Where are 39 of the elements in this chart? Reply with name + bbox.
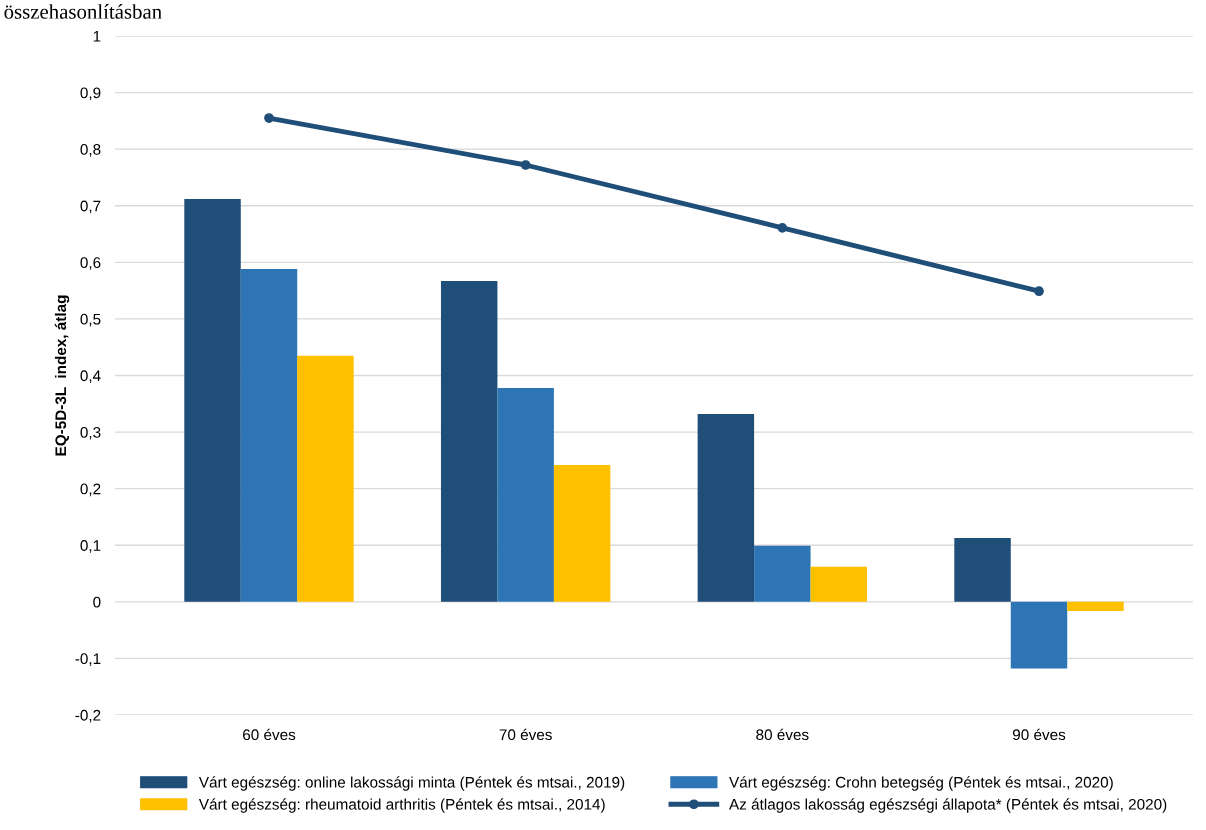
- point: [1034, 286, 1044, 297]
- y-tick-label: 0: [93, 596, 101, 608]
- bar: [184, 198, 241, 602]
- y-tick-label: 0,7: [80, 200, 101, 214]
- bar: [440, 281, 498, 602]
- y-tick-label: -0,1: [75, 653, 101, 666]
- bar: [1067, 601, 1124, 611]
- legend-label: Várt egészség: rheumatoid arthritis (Péntek és mtsai., 2014): [198, 798, 605, 813]
- y-tick-label: 0,2: [80, 483, 101, 497]
- y-tick-label: 0,8: [80, 144, 101, 157]
- y-tick-label: 0,9: [80, 87, 101, 101]
- y-tick-label: 0,1: [80, 540, 101, 553]
- x-tick-label: 70 éves: [499, 728, 552, 741]
- y-tick-label: 0,3: [80, 426, 101, 440]
- legend-label: Várt egészség: online lakossági minta (Péntek és mtsai., 2019): [198, 776, 625, 791]
- legend-label: Várt egészség: Crohn betegség (Péntek és mtsai., 2020): [729, 776, 1113, 791]
- bar: [754, 545, 811, 602]
- point: [264, 113, 274, 123]
- legend-label: Az átlagos lakosság egészségi állapota* (Péntek és mtsai, 2020): [729, 798, 1167, 813]
- bar: [1010, 601, 1068, 669]
- x-tick-label: 90 éves: [1012, 728, 1066, 741]
- bar: [497, 387, 554, 602]
- y-tick-label: 0,6: [80, 257, 101, 270]
- point: [520, 160, 531, 170]
- bar: [954, 537, 1011, 602]
- y-tick-label: 1: [93, 31, 101, 42]
- bar: [810, 566, 868, 602]
- x-tick-label: 60 éves: [243, 728, 296, 741]
- y-tick-label: 0,5: [80, 313, 101, 327]
- point: [777, 222, 788, 233]
- bar: [240, 269, 298, 602]
- y-axis-title: EQ-5D-3L index, átlag: [54, 295, 70, 456]
- bar: [297, 355, 354, 602]
- x-tick-label: 80 éves: [756, 728, 809, 741]
- chart-title: összehasonlításban: [4, 4, 162, 19]
- y-tick-label: -0,2: [75, 709, 101, 723]
- bar: [553, 464, 611, 602]
- bar: [697, 413, 755, 602]
- y-tick-label: 0,4: [80, 370, 101, 383]
